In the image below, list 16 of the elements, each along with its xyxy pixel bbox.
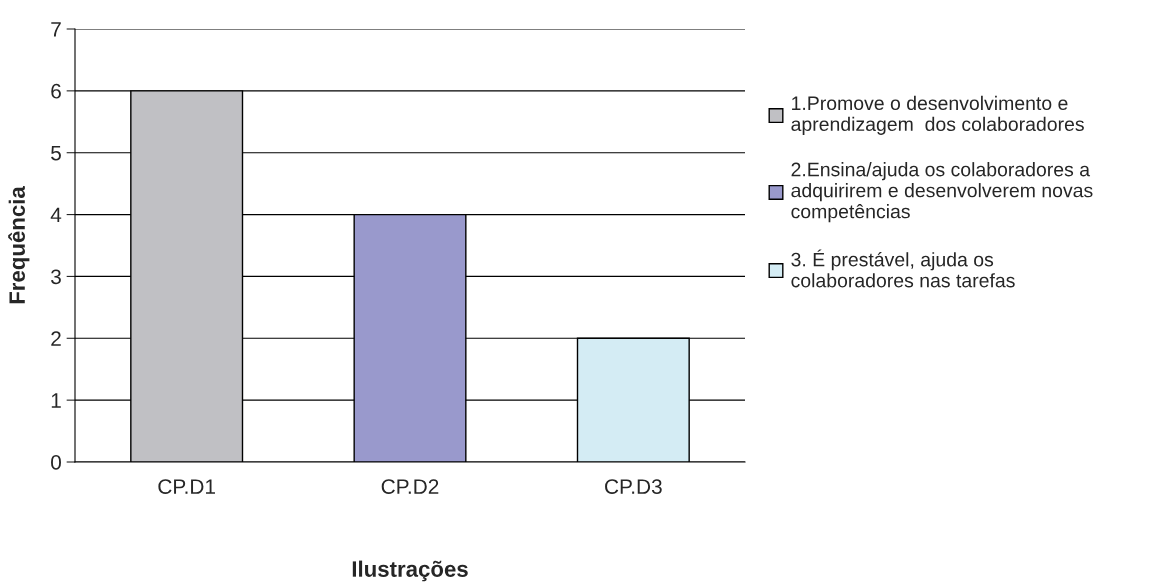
y-tick-label: 6 xyxy=(51,83,61,99)
y-tick-label: 3 xyxy=(51,269,61,285)
legend-label: 2.Ensina/ajuda os colaboradores a adquirirem e desenvolverem novas competências xyxy=(791,162,1093,223)
y-axis-title: Frequência xyxy=(8,186,30,304)
x-tick-label: CP.D2 xyxy=(381,479,439,494)
y-tick-label: 0 xyxy=(51,455,61,470)
x-tick-label: CP.D3 xyxy=(605,479,662,494)
legend-label: 3. É prestável, ajuda os colaboradores nas tarefas xyxy=(791,249,1015,288)
y-tick-label: 2 xyxy=(51,331,61,346)
y-tick-label: 5 xyxy=(51,145,61,161)
x-axis-title: Ilustrações xyxy=(352,560,468,582)
y-tick-label: 4 xyxy=(50,207,62,223)
y-tick-label: 7 xyxy=(51,22,61,37)
x-tick-label: CP.D1 xyxy=(158,479,215,494)
legend-label: 1.Promove o desenvolvimento e aprendizagem dos colaboradores xyxy=(791,95,1084,135)
y-tick-label: 1 xyxy=(51,393,61,408)
